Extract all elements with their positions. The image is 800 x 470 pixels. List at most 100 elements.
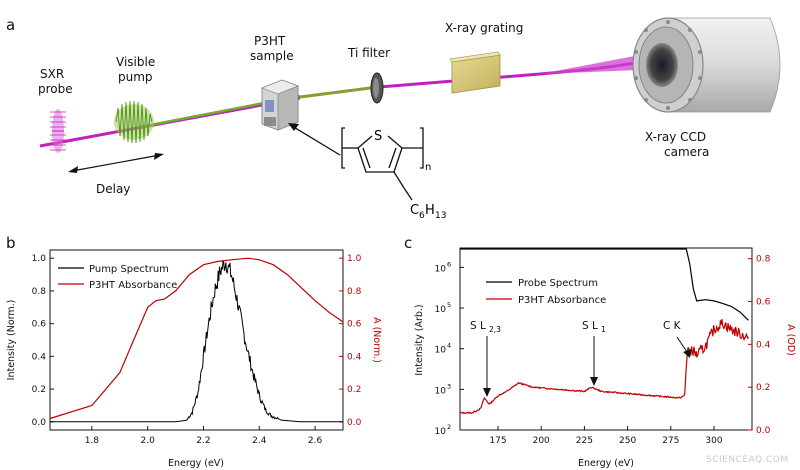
plot-c-ytick-label: 10 (435, 427, 447, 437)
plot-b-ytick-label: 0.2 (32, 385, 46, 395)
sample-label-line2: sample (250, 49, 294, 63)
plot-c-xtick-label: 200 (533, 436, 550, 446)
panel-b-label: b (6, 234, 16, 252)
plot-b-ytick-label: 0.4 (32, 352, 47, 362)
camera-label-line1: X-ray CCD (645, 130, 706, 144)
annotation-s-l1: S L 1 (582, 320, 606, 386)
plot-c-ytick-label: 10 (435, 264, 447, 274)
plot-c-xtick-label: 300 (705, 436, 722, 446)
annotation-c-k: C K (663, 320, 691, 358)
plot-b-y2tick-label: 0.8 (347, 287, 362, 297)
svg-text:2,3: 2,3 (489, 325, 501, 334)
plot-b-ytick-label: 0.8 (32, 287, 47, 297)
plot-c-right-ticks: 0.0 0.2 0.4 0.6 0.8 (748, 255, 771, 436)
plot-b-xtick-label: 1.8 (85, 436, 100, 446)
plot-c-ylabel-right: A (OD) (785, 324, 796, 356)
annotation-s-l23: S L 2,3 (470, 320, 501, 397)
plot-b-legend-pump: Pump Spectrum (89, 264, 169, 275)
panel-a: a SXR probe Visible pump Delay (6, 16, 781, 221)
plot-b-xtick-label: 2.2 (196, 436, 210, 446)
pump-label-line1: Visible (116, 55, 155, 69)
plot-c-ytick-exponent: 6 (447, 260, 451, 268)
plot-c-frame (459, 247, 753, 431)
plot-b-frame (49, 249, 344, 431)
plot-b-y2tick-label: 0.2 (347, 385, 361, 395)
plot-b-legend: Pump Spectrum P3HT Absorbance (58, 264, 177, 291)
delay-label: Delay (96, 182, 130, 196)
plot-c-legend: Probe Spectrum P3HT Absorbance (486, 278, 606, 306)
molecule-sulfur: S (374, 129, 382, 144)
panel-c-label: c (404, 234, 412, 252)
plot-c-ytick-exponent: 4 (447, 342, 451, 350)
plot-c-xtick-label: 225 (576, 436, 593, 446)
plot-c-ytick-exponent: 2 (447, 423, 451, 431)
plot-c-ytick-label: 10 (435, 346, 447, 356)
plot-b-absorbance-line (49, 257, 344, 420)
grating-label: X-ray grating (445, 21, 523, 35)
plot-b-ytick-label: 0.0 (32, 418, 47, 428)
plot-c-legend-probe: Probe Spectrum (518, 278, 598, 289)
plot-b-ytick-label: 1.0 (32, 254, 47, 264)
plot-c-y2tick-label: 0.8 (756, 255, 771, 265)
plot-c-xtick-label: 275 (662, 436, 679, 446)
svg-text:H: H (425, 203, 435, 218)
delay-arrow (68, 153, 164, 173)
plot-c-ytick-exponent: 5 (447, 301, 451, 309)
plot-c-y2tick-label: 0.6 (756, 298, 771, 308)
plot-c-ytick-label: 10 (435, 386, 447, 396)
svg-text:C: C (410, 203, 419, 218)
plot-c-xtick-label: 175 (489, 436, 506, 446)
plot-b-ylabel-right: A (Norm.) (371, 317, 382, 363)
pump-pulse (114, 100, 154, 144)
plot-b-legend-absorbance: P3HT Absorbance (89, 280, 177, 291)
plot-c-absorbance-line (459, 319, 749, 415)
plot-c-probe-line (460, 248, 749, 321)
molecule-side-chain: C 6 H 13 (410, 203, 446, 221)
svg-text:13: 13 (435, 211, 446, 221)
svg-text:C K: C K (663, 320, 682, 332)
sample-label-line1: P3HT (254, 34, 286, 48)
svg-text:S L: S L (470, 320, 486, 332)
plot-c-y2tick-label: 0.2 (756, 383, 770, 393)
p3ht-molecule (341, 127, 424, 201)
mixed-beam (299, 85, 379, 99)
plot-b-xtick-label: 2.0 (141, 436, 156, 446)
plot-b-xtick-label: 2.4 (252, 436, 267, 446)
watermark: SCIENCEAQ.COM (706, 455, 789, 465)
plot-b-y2tick-label: 0.6 (347, 320, 362, 330)
svg-text:6: 6 (419, 211, 425, 221)
plot-b-pump-line (50, 260, 343, 423)
sample-holder (261, 79, 299, 131)
plot-b-right-ticks: 0.0 0.2 0.4 0.6 0.8 1.0 (339, 254, 362, 428)
plot-c-x-ticks: 200 250 300 175 225 275 (489, 426, 723, 446)
molecule-subscript-n: n (425, 162, 431, 173)
plot-c-ytick-label: 10 (435, 305, 447, 315)
sxr-label-line2: probe (38, 82, 73, 96)
plot-b-left-ticks: 0.0 0.2 0.4 0.6 0.8 1.0 (32, 254, 54, 428)
panel-b: b 1.8 2.0 2.2 2.4 2.6 0.0 0.2 0.4 0.6 0.8 1.0 0.0… (6, 234, 382, 469)
plot-c-xtick-label: 250 (619, 436, 636, 446)
plot-c-ylabel-left: Intensity (Arb.) (414, 304, 425, 375)
camera-label-line2: camera (664, 145, 709, 159)
plot-c-xlabel: Energy (eV) (578, 458, 634, 469)
ti-filter-label: Ti filter (347, 46, 390, 60)
sxr-label-line1: SXR (40, 67, 64, 81)
plot-c-ytick-exponent: 3 (447, 382, 451, 390)
plot-c-y2tick-label: 0.4 (756, 340, 771, 350)
plot-c-legend-absorbance: P3HT Absorbance (518, 295, 606, 306)
molecule-pointer-arrow (288, 123, 341, 156)
plot-b-xtick-label: 2.6 (308, 436, 323, 446)
ccd-camera (632, 17, 781, 113)
pump-label-line2: pump (118, 70, 153, 84)
plot-b-y2tick-label: 0.4 (347, 352, 362, 362)
plot-b-y2tick-label: 1.0 (347, 254, 362, 264)
plot-b-xlabel: Energy (eV) (168, 458, 224, 469)
svg-text:1: 1 (601, 325, 606, 334)
panel-a-label: a (6, 16, 15, 34)
dispersed-fan (540, 55, 640, 74)
plot-b-ylabel-left: Intensity (Norm.) (6, 300, 17, 381)
plot-b-ytick-label: 0.6 (32, 320, 47, 330)
